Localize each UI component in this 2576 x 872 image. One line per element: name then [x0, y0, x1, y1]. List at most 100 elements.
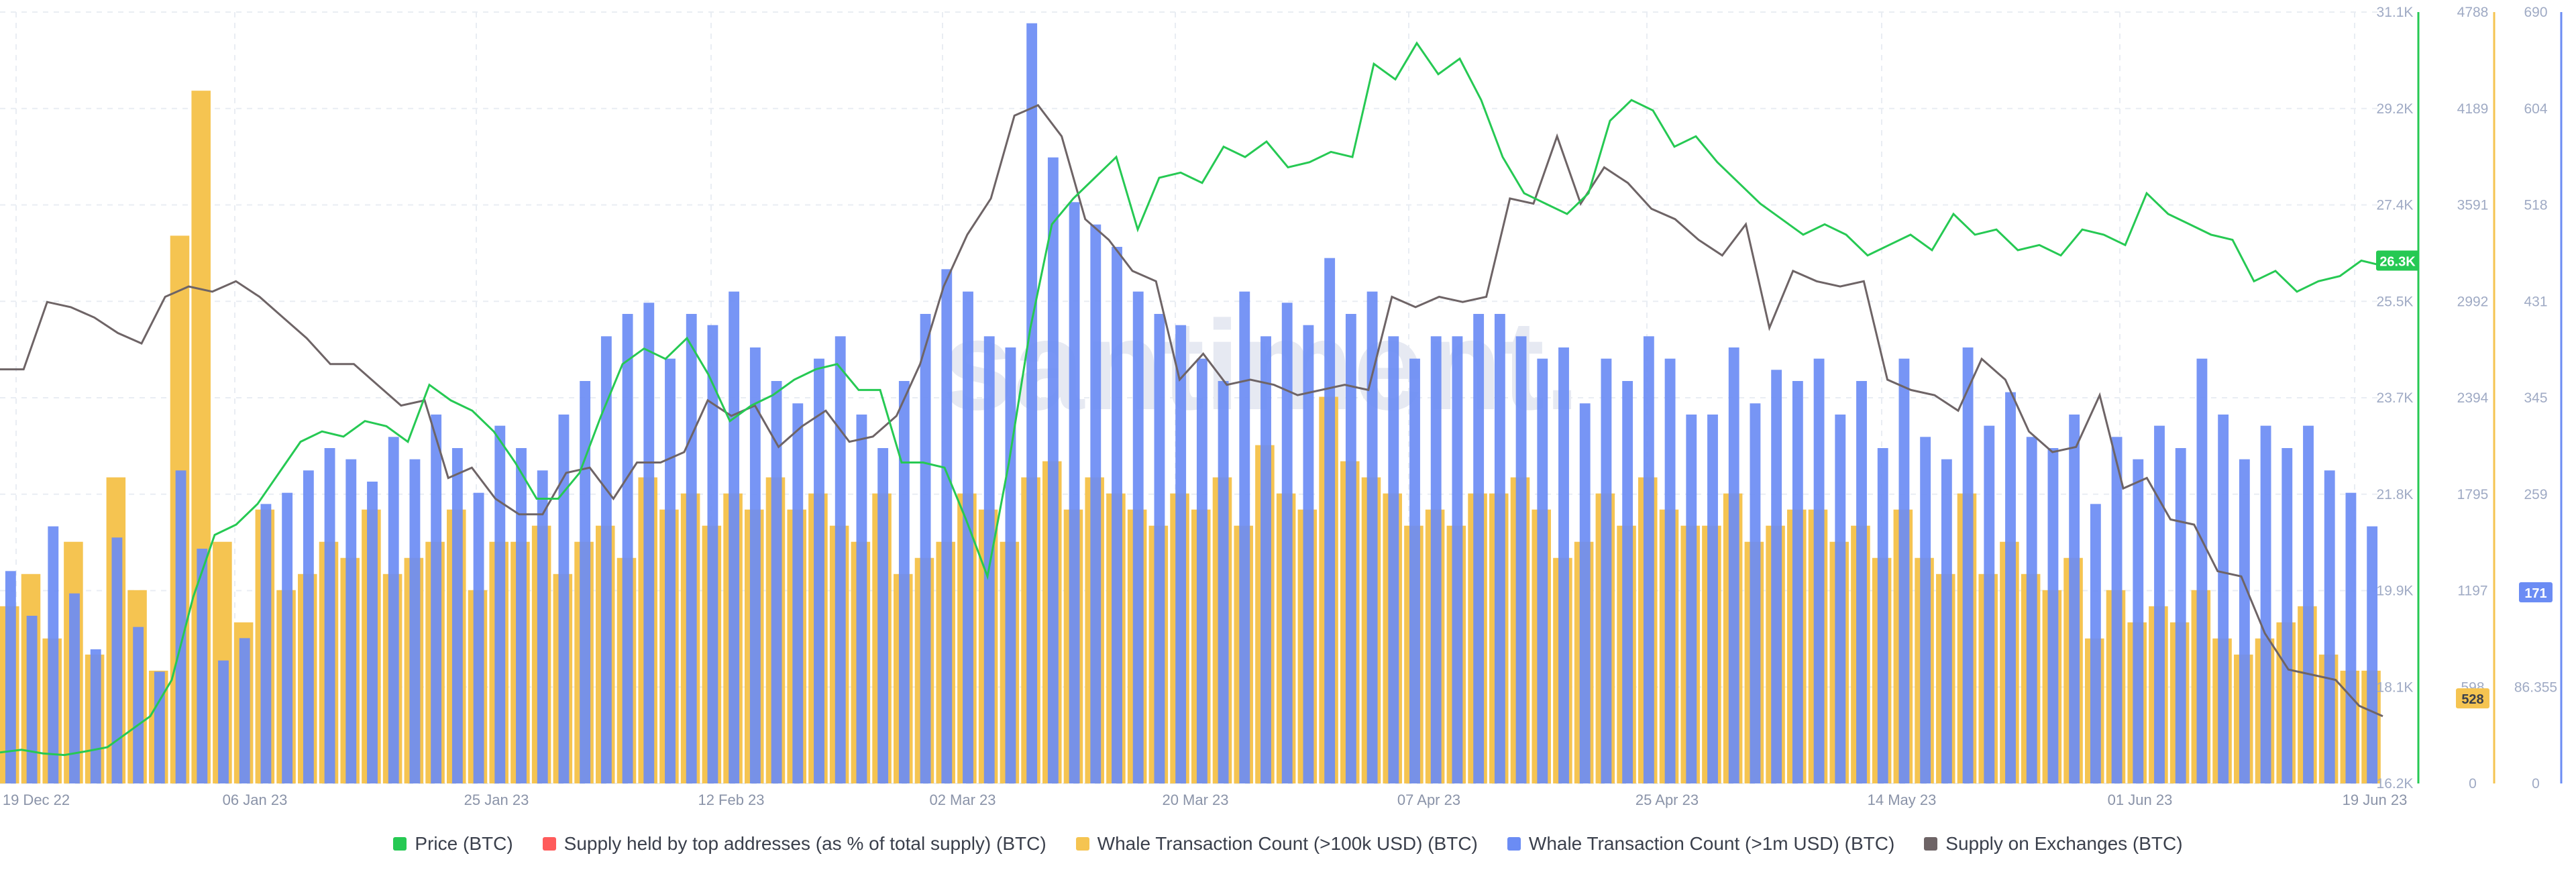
bar-whale-1m [963, 291, 973, 784]
bar-whale-1m [1920, 437, 1931, 783]
bar-whale-1m [1005, 347, 1016, 783]
x-tick-label: 02 Mar 23 [929, 792, 996, 808]
current-value-label-price: 26.3K [2379, 254, 2416, 269]
bar-whale-1m [877, 448, 889, 783]
legend: Price (BTC) Supply held by top addresses… [0, 824, 2576, 864]
line-price [0, 41, 2383, 757]
y-tick-label-whale-1m: 690 [2524, 5, 2547, 20]
bar-whale-1m [1132, 291, 1144, 784]
whale-1m-bars [5, 23, 2378, 784]
bar-whale-1m [345, 459, 357, 783]
y-tick-label-price: 25.5K [2377, 294, 2414, 309]
bar-whale-1m [1090, 224, 1102, 784]
bar-whale-1m [643, 303, 655, 783]
bar-whale-1m [26, 616, 38, 783]
bar-whale-1m [5, 571, 16, 783]
bar-whale-1m [558, 415, 570, 783]
bar-whale-1m [2154, 425, 2165, 783]
legend-swatch-supply-exchanges [1924, 837, 1938, 851]
bar-whale-1m [792, 403, 804, 783]
y-tick-label-price: 23.7K [2377, 390, 2414, 406]
y-tick-label-whale-1m: 86.355 [2514, 679, 2557, 695]
y-tick-label-whale-100k: 4788 [2457, 5, 2489, 20]
y-tick-label-price: 29.2K [2377, 101, 2414, 117]
bar-whale-1m [282, 492, 293, 783]
legend-item-whale-100k[interactable]: Whale Transaction Count (>100k USD) (BTC… [1075, 833, 1478, 855]
bar-whale-1m [48, 526, 59, 783]
y-tick-label-whale-1m: 518 [2524, 198, 2547, 213]
current-value-label-whale-1m: 171 [2524, 586, 2546, 601]
current-value-badge-whale-100k [2456, 688, 2489, 709]
legend-item-whale-1m[interactable]: Whale Transaction Count (>1m USD) (BTC) [1507, 833, 1894, 855]
bar-whale-1m [1877, 448, 1888, 783]
legend-item-price[interactable]: Price (BTC) [393, 833, 513, 855]
x-tick-label: 06 Jan 23 [223, 792, 288, 808]
bar-whale-1m [1792, 381, 1803, 783]
legend-swatch-price [393, 837, 407, 851]
bar-whale-1m [239, 638, 250, 783]
legend-swatch-whale-100k [1075, 837, 1089, 851]
bar-whale-1m [1430, 336, 1442, 783]
y-tick-label-price: 16.2K [2377, 776, 2414, 792]
bar-whale-1m [303, 470, 314, 783]
bar-whale-1m [537, 470, 548, 783]
bar-whale-1m [1962, 347, 1974, 783]
bar-whale-1m [324, 448, 335, 783]
y-tick-label-whale-1m: 259 [2524, 487, 2547, 502]
bar-whale-1m [1366, 291, 1378, 784]
bar-whale-1m [431, 415, 442, 783]
legend-item-supply-top[interactable]: Supply held by top addresses (as % of to… [542, 833, 1046, 855]
bar-whale-1m [1728, 347, 1739, 783]
bar-whale-1m [1813, 358, 1825, 783]
legend-swatch-supply-top [542, 837, 556, 851]
bar-whale-1m [1047, 157, 1059, 783]
whale-100k-bars [0, 91, 2381, 783]
bar-whale-1m [2196, 358, 2208, 783]
bar-whale-1m [1664, 358, 1676, 783]
bar-whale-1m [729, 291, 740, 784]
bar-whale-1m [133, 626, 144, 783]
bar-whale-1m [516, 448, 527, 783]
bar-whale-1m [1750, 403, 1761, 783]
bar-whale-1m [1984, 425, 1995, 783]
legend-item-supply-exchanges[interactable]: Supply on Exchanges (BTC) [1924, 833, 2183, 855]
y-tick-label-whale-100k: 4189 [2457, 101, 2489, 117]
bar-whale-1m [1515, 336, 1527, 783]
bar-whale-1m [1069, 202, 1080, 783]
legend-label-supply-exchanges: Supply on Exchanges (BTC) [1945, 833, 2183, 854]
bar-whale-1m [1771, 370, 1782, 783]
bar-whale-1m [1941, 459, 1952, 783]
bar-whale-1m [1260, 336, 1271, 783]
bar-whale-1m [686, 314, 697, 783]
bar-whale-1m [665, 358, 676, 783]
bar-whale-1m [771, 381, 782, 783]
bar-whale-1m [1303, 325, 1314, 784]
bar-whale-1m [2069, 415, 2080, 783]
bar-whale-1m [1345, 314, 1356, 783]
legend-label-price: Price (BTC) [415, 833, 513, 854]
current-value-badge-whale-1m [2519, 582, 2553, 602]
bar-whale-1m [600, 336, 612, 783]
bar-whale-1m [1856, 381, 1867, 783]
bar-whale-1m [622, 314, 633, 783]
x-tick-label: 01 Jun 23 [2108, 792, 2173, 808]
bar-whale-1m [2133, 459, 2144, 783]
legend-label-whale-100k: Whale Transaction Count (>100k USD) (BTC… [1097, 833, 1478, 854]
axes-layer: 19 Dec 22 06 Jan 23 25 Jan 23 12 Feb 23 02 M… [3, 5, 2563, 808]
y-tick-label-whale-100k: 2394 [2457, 390, 2489, 406]
current-value-badge-price [2376, 250, 2419, 271]
x-tick-label: 12 Feb 23 [698, 792, 764, 808]
bar-whale-1m [856, 415, 867, 783]
bar-whale-1m [451, 448, 463, 783]
bar-whale-1m [1579, 403, 1591, 783]
bar-whale-1m [1281, 303, 1293, 783]
legend-swatch-whale-1m [1507, 837, 1521, 851]
bar-whale-1m [814, 358, 824, 783]
x-tick-label: 25 Jan 23 [464, 792, 529, 808]
bar-whale-1m [1175, 325, 1187, 784]
y-tick-label-whale-1m: 604 [2524, 101, 2547, 117]
bar-whale-1m [1218, 381, 1229, 783]
lines-layer [0, 41, 2383, 757]
